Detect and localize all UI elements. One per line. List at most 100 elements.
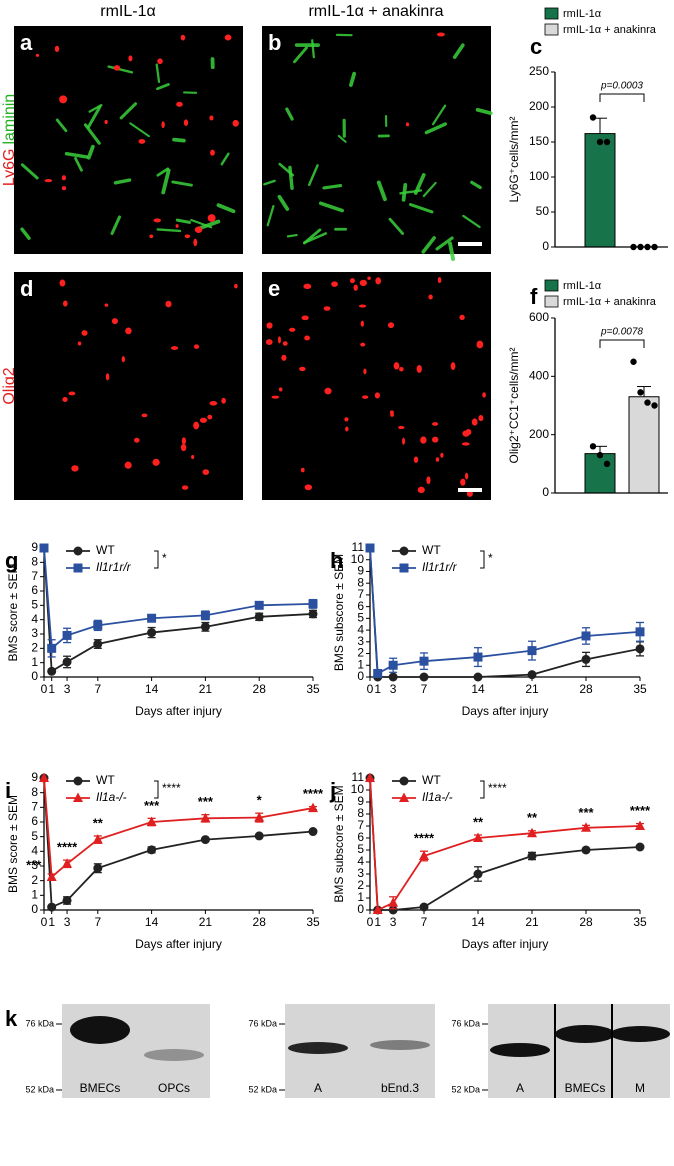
vessel: [311, 39, 315, 59]
data-point: [596, 138, 604, 146]
cell: [440, 452, 444, 458]
significance: ***: [26, 858, 42, 873]
vessel: [119, 102, 138, 120]
x-tick-label: 1: [374, 915, 381, 929]
vessel: [475, 107, 493, 116]
x-tick-label: 0: [367, 915, 374, 929]
y-tick-label: 7: [31, 800, 38, 814]
marker: [93, 863, 103, 873]
y-tick-label: 6: [31, 583, 38, 597]
significance: ***: [198, 794, 214, 809]
y-tick-label: 100: [529, 169, 549, 183]
x-tick-label: 3: [64, 915, 71, 929]
cell: [44, 178, 53, 183]
y-tick-label: 6: [357, 830, 364, 844]
x-tick-label: 35: [306, 682, 320, 696]
significance: ****: [630, 803, 651, 818]
marker: [62, 630, 72, 640]
cell: [128, 55, 133, 62]
marker: [200, 610, 210, 620]
marker: [92, 834, 103, 844]
y-tick-label: 0: [542, 485, 549, 499]
marker: [254, 831, 264, 841]
vessel: [277, 194, 290, 211]
data-point: [637, 389, 644, 396]
cell: [193, 238, 198, 247]
cell: [68, 391, 76, 396]
cell: [393, 362, 400, 370]
cell: [209, 115, 214, 121]
cell: [266, 322, 273, 329]
cell: [138, 139, 146, 144]
cell: [202, 469, 210, 475]
cell: [435, 457, 440, 462]
y-axis-label: Olig2⁺CC1⁺cells/mm²: [507, 347, 521, 463]
cell: [81, 330, 88, 336]
band: [490, 1043, 550, 1057]
y-tick-label: 8: [31, 785, 38, 799]
cell: [459, 314, 465, 320]
marker: [200, 622, 210, 632]
cell: [278, 387, 283, 392]
y-tick-label: 1: [357, 657, 364, 671]
y-tick-label: 150: [529, 134, 549, 148]
cell: [282, 341, 288, 346]
x-tick-label: 3: [64, 682, 71, 696]
y-tick-label: 200: [529, 427, 549, 441]
y-tick-label: 1: [31, 888, 38, 902]
legend-label: WT: [96, 773, 115, 787]
vessel: [401, 182, 408, 202]
series-line: [43, 777, 314, 879]
band: [555, 1025, 615, 1043]
cell: [476, 340, 484, 349]
vessel: [263, 179, 276, 186]
marker: [635, 627, 645, 637]
cell: [111, 318, 118, 325]
data-point: [603, 138, 611, 146]
x-tick-label: 35: [306, 915, 320, 929]
marker: [635, 820, 645, 830]
y-tick-label: 50: [536, 204, 550, 218]
y-tick-label: 2: [357, 646, 364, 660]
cell: [157, 58, 163, 65]
marker: [254, 612, 264, 622]
data-point: [630, 358, 637, 365]
cell: [180, 443, 187, 452]
micrograph: [262, 26, 491, 254]
lane-label: A: [516, 1081, 524, 1095]
y-tick-label: 2: [31, 641, 38, 655]
cell: [349, 278, 355, 284]
cell: [141, 413, 148, 418]
panel-letter: g: [5, 548, 18, 573]
vessel: [172, 137, 186, 143]
cell: [398, 425, 405, 430]
marker: [308, 827, 318, 837]
marker: [419, 850, 429, 860]
vessel: [129, 122, 150, 138]
legend-label: Il1r1r/r: [422, 560, 458, 574]
lane-label: bEnd.3: [381, 1081, 419, 1095]
x-tick-label: 21: [525, 915, 539, 929]
cell: [271, 395, 280, 399]
y-tick-label: 4: [31, 844, 38, 858]
x-tick-label: 14: [145, 915, 159, 929]
marker: [47, 643, 57, 653]
cell: [153, 218, 162, 223]
vessel: [74, 157, 83, 172]
lane-label: M: [635, 1081, 645, 1095]
marker: [373, 668, 383, 678]
cell: [54, 45, 60, 52]
x-tick-label: 35: [633, 682, 647, 696]
legend-label: WT: [422, 543, 441, 557]
significance: ****: [57, 840, 78, 855]
significance: **: [527, 810, 538, 825]
data-point: [651, 402, 658, 409]
cell: [61, 175, 66, 181]
cell: [358, 304, 367, 308]
vessel: [376, 180, 387, 202]
cell: [149, 234, 154, 239]
marker: [93, 620, 103, 630]
y-tick-label: 11: [352, 770, 365, 784]
y-axis-label: Ly6G⁺cells/mm²: [507, 117, 521, 203]
y-axis-label: BMS score ± SEM: [6, 795, 20, 893]
